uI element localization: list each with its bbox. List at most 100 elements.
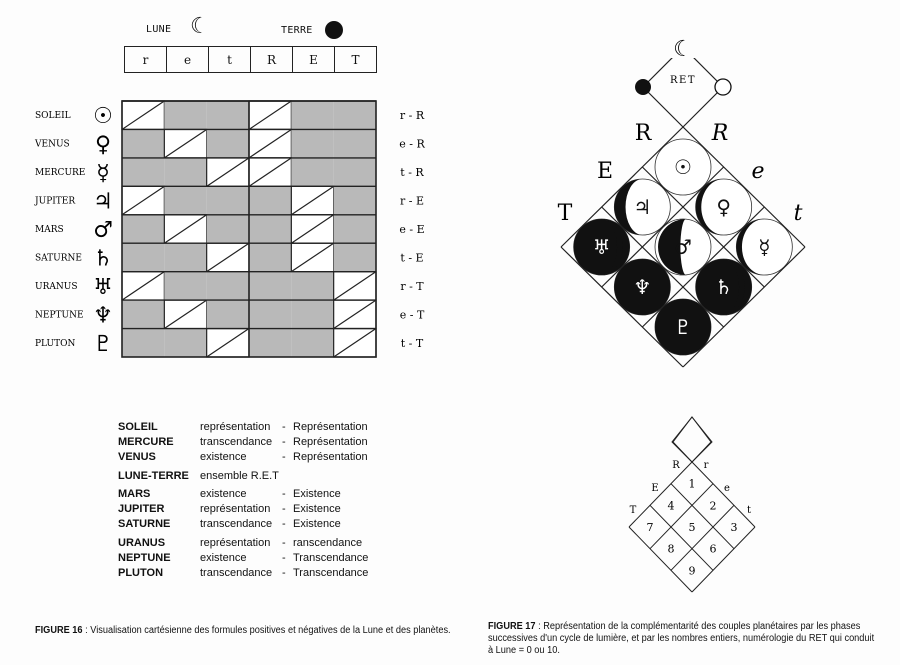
- phase-shadow: [658, 219, 686, 275]
- figure16-caption: FIGURE 16 : Visualisation cartésienne de…: [35, 625, 463, 637]
- legend-second-term: ranscendance: [293, 537, 363, 549]
- moon-bg: [665, 30, 701, 58]
- legend-first-term: existence: [200, 488, 247, 500]
- shaded-cell: [249, 186, 292, 215]
- earth-dark-circle: [635, 79, 651, 95]
- shaded-cell: [333, 101, 376, 130]
- planet-symbol-icon: ♇: [93, 332, 113, 357]
- planet-symbol-icon: ☉: [674, 155, 692, 179]
- side-letter: e: [751, 159, 764, 184]
- formula-label: t - R: [400, 166, 424, 179]
- cell-number: 7: [647, 521, 654, 534]
- planet-symbol-icon: ☿: [758, 235, 770, 259]
- side-letter: r: [704, 460, 709, 471]
- cell-diagonal: [121, 185, 165, 216]
- phase-cell: ☿: [735, 218, 793, 276]
- legend-first-term: transcendance: [200, 436, 273, 448]
- legend-first-term: représentation: [200, 421, 271, 433]
- legend-dash: -: [282, 552, 286, 564]
- phase-cell: ♀: [695, 178, 753, 236]
- grid-line: [691, 526, 756, 593]
- legend-dash: -: [282, 537, 286, 549]
- planet-symbol-icon: ♃: [633, 195, 651, 219]
- cell-number: 8: [668, 543, 675, 556]
- shaded-cell: [333, 186, 376, 215]
- light-circle: [714, 78, 732, 96]
- phase-cell: ☉: [654, 138, 712, 196]
- column-header-0: r: [125, 47, 167, 72]
- legend-second-term: Transcendance: [293, 567, 369, 579]
- cell-diagonal: [290, 214, 335, 244]
- shaded-cell: [122, 129, 165, 158]
- planet-symbol-icon: ♄: [715, 275, 733, 299]
- shaded-cell: [164, 186, 207, 215]
- cell-number: 2: [710, 499, 717, 512]
- planet-symbol-icon: ♂: [93, 218, 113, 243]
- cell-number: 1: [689, 478, 696, 491]
- shaded-cell: [333, 214, 376, 244]
- phase-shadow: [655, 299, 711, 355]
- caption-text: : Représentation de la complémentarité d…: [488, 621, 875, 656]
- grid-line: [601, 166, 725, 288]
- earth-icon: [325, 21, 343, 39]
- shaded-cell: [333, 129, 376, 158]
- phase-circle: [735, 218, 793, 276]
- legend-first-term: existence: [200, 552, 247, 564]
- legend-first-term: transcendance: [200, 567, 273, 579]
- cell-diagonal: [163, 128, 208, 159]
- shaded-cell: [164, 328, 207, 357]
- top-small-diamond: [671, 416, 713, 463]
- legend-dash: -: [282, 567, 286, 579]
- phase-cell: ♅: [573, 218, 631, 276]
- phase-shadow: [695, 259, 741, 315]
- legend-first-term: représentation: [200, 537, 271, 549]
- grid-line: [628, 461, 693, 528]
- figure17-caption: FIGURE 17 : Représentation de la complém…: [488, 621, 879, 657]
- cell-diagonal: [290, 242, 335, 273]
- caption-label: FIGURE 16: [35, 625, 83, 636]
- side-letter: E: [651, 483, 658, 494]
- planet-name-jupiter: JUPITER: [34, 197, 75, 207]
- legend-planet: SATURNE: [118, 518, 171, 530]
- cell-number: 6: [710, 543, 717, 556]
- lune-label: LUNE: [146, 24, 172, 35]
- planet-name-saturne: SATURNE: [35, 253, 82, 263]
- formula-label: r - T: [400, 280, 424, 293]
- legend-first-term: ensemble R.E.T: [200, 470, 279, 482]
- legend-planet: LUNE-TERRE: [118, 470, 189, 482]
- phase-cell: ♇: [654, 298, 712, 356]
- legend-planet: VENUS: [118, 451, 156, 463]
- planet-name-mars: MARS: [35, 225, 64, 235]
- shaded-cell: [206, 101, 249, 130]
- shaded-cell: [164, 157, 207, 187]
- caption-label: FIGURE 17: [488, 621, 536, 632]
- grid-line: [682, 126, 806, 248]
- planet-name-uranus: URANUS: [35, 282, 78, 292]
- shaded-cell: [291, 300, 334, 329]
- side-letter: T: [558, 201, 573, 226]
- legend-dash: -: [282, 451, 286, 463]
- phase-shadow: [723, 259, 745, 315]
- shaded-cell: [291, 129, 334, 158]
- legend-second-term: Existence: [293, 518, 341, 530]
- planet-symbol-icon: ♆: [93, 303, 113, 328]
- column-header-1: e: [167, 47, 209, 72]
- formula-label: e - R: [399, 138, 425, 151]
- grid-line: [601, 206, 725, 328]
- legend-first-term: représentation: [200, 503, 271, 515]
- cell-diagonal: [248, 128, 292, 159]
- cell-number: 4: [668, 499, 675, 512]
- planet-symbol-icon: ♅: [593, 235, 611, 259]
- cartesian-grid: SOLEIL ☉ r - R VENUS ♀ e - R MERCURE ☿ t - R JUPI…: [34, 100, 425, 358]
- grid-line: [628, 526, 693, 593]
- side-letter: E: [597, 159, 613, 184]
- planet-symbol-icon: ♅: [93, 275, 113, 300]
- legend-dash: -: [282, 421, 286, 433]
- legend-dash: -: [282, 488, 286, 500]
- planet-symbol-icon: ♇: [674, 315, 692, 339]
- column-header-2: t: [209, 47, 251, 72]
- legend-dash: -: [282, 436, 286, 448]
- phase-cell: ♄: [695, 258, 753, 316]
- cell-diagonal: [290, 185, 335, 216]
